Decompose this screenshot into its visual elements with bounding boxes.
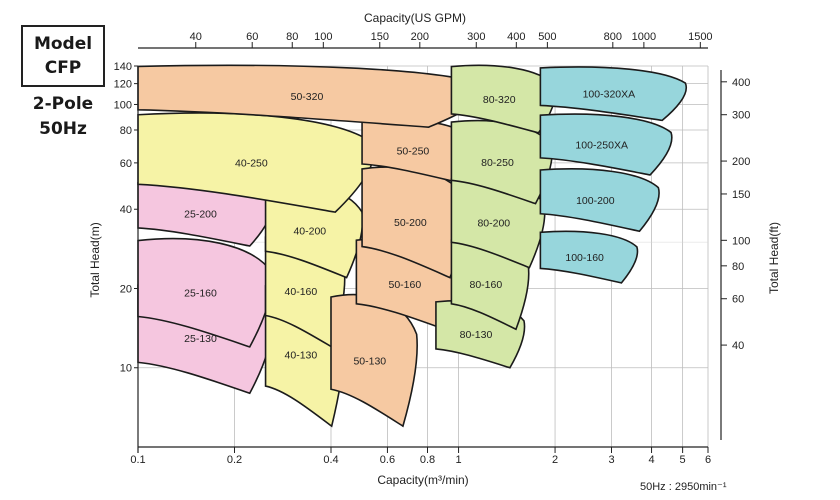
y2-tick-label: 200 xyxy=(732,156,750,168)
x2-tick-label: 1000 xyxy=(632,31,656,43)
pump-regions xyxy=(137,64,688,428)
y2-tick-label: 300 xyxy=(732,110,750,122)
axes: 0.1 0.2 0.4 0.6 0.8 1 2 3 4 5 6 40 60 80 100 150 200 300 4… xyxy=(114,31,751,466)
y2-tick-label: 60 xyxy=(732,294,744,306)
region-label-40-200: 40-200 xyxy=(293,226,326,238)
region-label-100-320XA: 100-320XA xyxy=(583,89,636,101)
pump-region-80-320 xyxy=(450,64,557,134)
x-tick-label: 6 xyxy=(705,454,711,466)
x2-tick-label: 200 xyxy=(411,31,429,43)
region-label-25-200: 25-200 xyxy=(184,209,217,221)
region-label-80-160: 80-160 xyxy=(469,279,502,291)
region-label-40-160: 40-160 xyxy=(285,286,318,298)
region-label-80-130: 80-130 xyxy=(460,329,493,341)
y-tick-label: 10 xyxy=(120,363,132,375)
frequency-label: 50Hz xyxy=(39,119,87,139)
y-tick-label: 140 xyxy=(114,61,132,73)
region-label-100-200: 100-200 xyxy=(576,195,615,207)
y2-axis-title: Total Head(ft) xyxy=(767,222,781,294)
pole-label: 2-Pole xyxy=(32,94,94,114)
region-label-80-200: 80-200 xyxy=(477,217,510,229)
x-tick-label: 0.1 xyxy=(130,454,145,466)
x2-tick-label: 60 xyxy=(246,31,258,43)
y2-tick-label: 100 xyxy=(732,235,750,247)
region-label-25-130: 25-130 xyxy=(184,333,217,345)
x-tick-label: 0.2 xyxy=(227,454,242,466)
region-label-50-160: 50-160 xyxy=(388,279,421,291)
x-axis-title: Capacity(m³/min) xyxy=(377,473,468,487)
x-tick-label: 5 xyxy=(680,454,686,466)
region-labels: 25-130 25-160 25-200 40-130 40-160 40-200 40-2… xyxy=(184,89,635,368)
x-tick-label: 2 xyxy=(552,454,558,466)
region-label-50-130: 50-130 xyxy=(353,355,386,367)
pump-region-100-250XA xyxy=(539,113,673,176)
x-tick-label: 1 xyxy=(455,454,461,466)
pump-region-100-160 xyxy=(539,230,639,284)
y-tick-label: 80 xyxy=(120,125,132,137)
y2-tick-label: 150 xyxy=(732,189,750,201)
region-label-80-320: 80-320 xyxy=(483,94,516,106)
region-label-100-160: 100-160 xyxy=(565,252,604,264)
x2-tick-label: 150 xyxy=(371,31,389,43)
pump-region-100-320XA xyxy=(539,66,688,122)
y2-tick-label: 400 xyxy=(732,77,750,89)
y-axis-title: Total Head(m) xyxy=(88,222,102,297)
model-code: CFP xyxy=(44,58,82,78)
x-tick-label: 0.8 xyxy=(420,454,435,466)
region-label-50-320: 50-320 xyxy=(291,91,324,103)
x2-tick-label: 80 xyxy=(286,31,298,43)
speed-footnote: 50Hz : 2950min⁻¹ xyxy=(640,481,727,493)
speed-note: 2-Pole 50Hz xyxy=(14,92,112,142)
y-tick-label: 20 xyxy=(120,283,132,295)
region-label-50-250: 50-250 xyxy=(397,145,430,157)
model-badge: Model CFP xyxy=(21,25,105,87)
y2-tick-label: 80 xyxy=(732,261,744,273)
region-label-80-250: 80-250 xyxy=(481,157,514,169)
region-label-40-250: 40-250 xyxy=(235,157,268,169)
x-tick-label: 4 xyxy=(648,454,654,466)
x2-axis-title: Capacity(US GPM) xyxy=(364,11,466,25)
region-label-40-130: 40-130 xyxy=(285,350,318,362)
y-tick-label: 100 xyxy=(114,99,132,111)
x2-tick-label: 100 xyxy=(314,31,332,43)
x2-tick-label: 40 xyxy=(190,31,202,43)
y2-tick-label: 40 xyxy=(732,340,744,352)
x-tick-label: 0.4 xyxy=(323,454,338,466)
x2-tick-label: 500 xyxy=(538,31,556,43)
model-label: Model xyxy=(33,34,93,54)
region-label-50-200: 50-200 xyxy=(394,217,427,229)
region-label-25-160: 25-160 xyxy=(184,288,217,300)
x2-tick-label: 300 xyxy=(467,31,485,43)
x2-tick-label: 1500 xyxy=(688,31,712,43)
y-tick-label: 120 xyxy=(114,79,132,91)
y-tick-label: 40 xyxy=(120,204,132,216)
x-tick-label: 0.6 xyxy=(380,454,395,466)
x2-tick-label: 800 xyxy=(604,31,622,43)
pump-region-100-200 xyxy=(539,168,660,233)
region-label-100-250XA: 100-250XA xyxy=(575,139,628,151)
y-tick-label: 60 xyxy=(120,158,132,170)
x2-tick-label: 400 xyxy=(507,31,525,43)
x-tick-label: 3 xyxy=(608,454,614,466)
